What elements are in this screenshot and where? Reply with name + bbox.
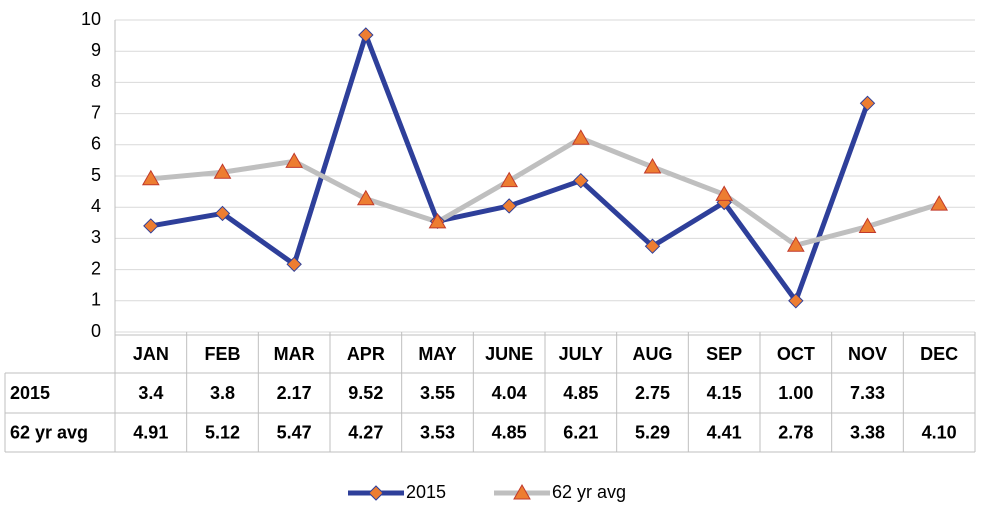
table-cell: 5.29	[635, 422, 670, 442]
table-cell: 4.85	[563, 383, 598, 403]
legend-label: 62 yr avg	[552, 482, 626, 502]
y-tick-label: 9	[91, 40, 101, 60]
data-point	[141, 169, 160, 186]
table-cell: 4.15	[707, 383, 742, 403]
legend-marker	[513, 483, 531, 500]
data-point	[859, 95, 876, 112]
data-point	[214, 205, 231, 222]
data-point	[428, 212, 447, 229]
data-point	[930, 195, 949, 211]
x-tick-label: APR	[347, 344, 385, 364]
x-tick-label: AUG	[633, 344, 673, 364]
table-cell: 4.27	[348, 422, 383, 442]
table-cell: 2.78	[778, 422, 813, 442]
table-cell: 3.55	[420, 383, 455, 403]
y-tick-label: 4	[91, 196, 101, 216]
data-point	[644, 238, 661, 254]
row-header: 2015	[10, 383, 50, 403]
data-point	[858, 217, 877, 234]
table-cell: 3.53	[420, 422, 455, 442]
data-point	[500, 171, 519, 188]
table-cell: 4.85	[492, 422, 527, 442]
table-cell: 5.47	[277, 422, 312, 442]
series-line	[150, 135, 940, 248]
data-point	[643, 157, 662, 174]
data-point	[213, 163, 232, 179]
table-cell: 4.10	[922, 422, 957, 442]
x-tick-label: MAR	[274, 344, 315, 364]
y-tick-label: 8	[91, 71, 101, 91]
table-cell: 2.75	[635, 383, 670, 403]
y-tick-label: 6	[91, 134, 101, 154]
data-point	[358, 27, 374, 43]
x-tick-label: FEB	[205, 344, 241, 364]
data-point	[286, 256, 302, 273]
table-cell: 3.4	[138, 383, 163, 403]
data-point	[715, 185, 734, 201]
x-tick-label: OCT	[777, 344, 815, 364]
data-point	[788, 293, 804, 309]
data-point	[356, 189, 375, 206]
table-cell: 1.00	[778, 383, 813, 403]
data-point	[571, 129, 590, 145]
x-tick-label: JAN	[133, 344, 169, 364]
data-point	[285, 152, 304, 168]
x-tick-label: JUNE	[485, 344, 533, 364]
x-tick-label: JULY	[559, 344, 603, 364]
legend-label: 2015	[406, 482, 446, 502]
data-point	[786, 236, 805, 252]
table-cell: 9.52	[348, 383, 383, 403]
y-tick-label: 2	[91, 258, 101, 278]
y-tick-label: 0	[91, 321, 101, 341]
x-tick-label: NOV	[848, 344, 887, 364]
table-cell: 5.12	[205, 422, 240, 442]
legend-marker	[368, 485, 384, 501]
table-cell: 4.41	[707, 422, 742, 442]
row-header: 62 yr avg	[10, 422, 88, 442]
data-point	[501, 198, 517, 214]
data-point	[573, 172, 589, 189]
y-tick-label: 5	[91, 165, 101, 185]
table-cell: 4.91	[133, 422, 168, 442]
table-cell: 3.38	[850, 422, 885, 442]
x-tick-label: SEP	[706, 344, 742, 364]
table-cell: 4.04	[492, 383, 527, 403]
y-tick-label: 3	[91, 227, 101, 247]
table-cell: 2.17	[277, 383, 312, 403]
x-tick-label: MAY	[418, 344, 456, 364]
table-cell: 3.8	[210, 383, 235, 403]
y-tick-label: 7	[91, 102, 101, 122]
y-tick-label: 1	[91, 290, 101, 310]
x-tick-label: DEC	[920, 344, 958, 364]
table-cell: 7.33	[850, 383, 885, 403]
data-point	[143, 218, 159, 234]
y-tick-label: 10	[81, 9, 101, 29]
table-cell: 6.21	[563, 422, 598, 442]
